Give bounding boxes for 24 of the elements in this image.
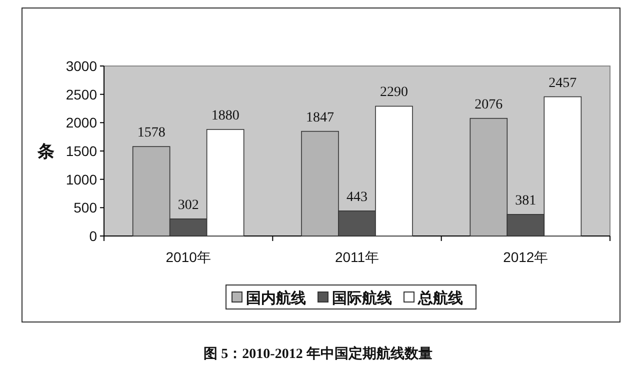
y-tick-label: 2500 (66, 86, 98, 102)
y-tick-label: 2000 (66, 114, 98, 131)
y-tick-label: 3000 (66, 58, 98, 74)
legend-label: 国内航线 (246, 289, 306, 307)
y-tick-label: 0 (89, 228, 98, 244)
data-label: 1880 (211, 108, 240, 124)
data-label: 302 (178, 198, 199, 213)
data-label: 381 (515, 193, 536, 208)
y-axis-title: 条 (36, 142, 54, 161)
legend-label: 总航线 (417, 289, 463, 307)
x-tick-label: 2010年 (166, 249, 211, 265)
x-tick-label: 2012年 (503, 249, 548, 265)
data-label: 2290 (380, 85, 408, 100)
legend-label: 国际航线 (332, 289, 392, 307)
caption: 图 5：2010-2012 年中国定期航线数量 (204, 345, 432, 362)
x-tick-label: 2011年 (334, 249, 380, 265)
data-label: 443 (346, 190, 368, 205)
data-label: 2457 (548, 76, 577, 91)
data-label: 2076 (474, 97, 503, 112)
y-tick-label: 1000 (66, 171, 98, 188)
y-tick-label: 500 (74, 200, 98, 216)
data-label: 1847 (306, 110, 334, 126)
y-tick-label: 1500 (66, 143, 98, 159)
data-label: 1578 (137, 126, 166, 141)
